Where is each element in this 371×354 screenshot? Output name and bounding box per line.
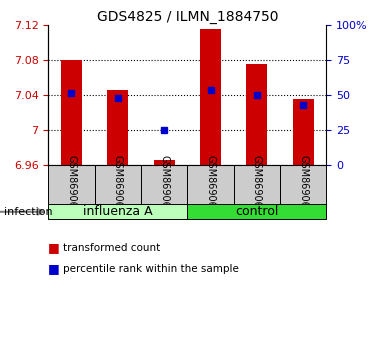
Text: GSM869069: GSM869069 (159, 155, 169, 214)
Bar (187, 165, 234, 204)
Title: GDS4825 / ILMN_1884750: GDS4825 / ILMN_1884750 (96, 10, 278, 24)
Text: GSM869064: GSM869064 (206, 155, 216, 214)
Bar (141, 165, 187, 204)
Bar (246, 64, 267, 165)
Bar (95, 165, 141, 204)
Bar (293, 99, 314, 165)
Bar (48, 165, 95, 204)
Bar (61, 60, 82, 165)
Bar (280, 165, 326, 204)
Text: percentile rank within the sample: percentile rank within the sample (63, 264, 239, 274)
Text: transformed count: transformed count (63, 243, 160, 253)
Bar (234, 165, 280, 204)
Text: infection: infection (4, 207, 52, 217)
Bar (48, 204, 187, 219)
Bar (154, 160, 175, 165)
Text: GSM869066: GSM869066 (252, 155, 262, 214)
Text: ■: ■ (48, 263, 60, 275)
Text: influenza A: influenza A (83, 205, 152, 218)
Text: ■: ■ (48, 241, 60, 254)
Bar (187, 204, 326, 219)
Text: GSM869068: GSM869068 (298, 155, 308, 214)
Text: GSM869067: GSM869067 (113, 155, 123, 214)
Text: control: control (235, 205, 279, 218)
Text: GSM869065: GSM869065 (66, 155, 76, 214)
Bar (107, 90, 128, 165)
Bar (200, 29, 221, 165)
